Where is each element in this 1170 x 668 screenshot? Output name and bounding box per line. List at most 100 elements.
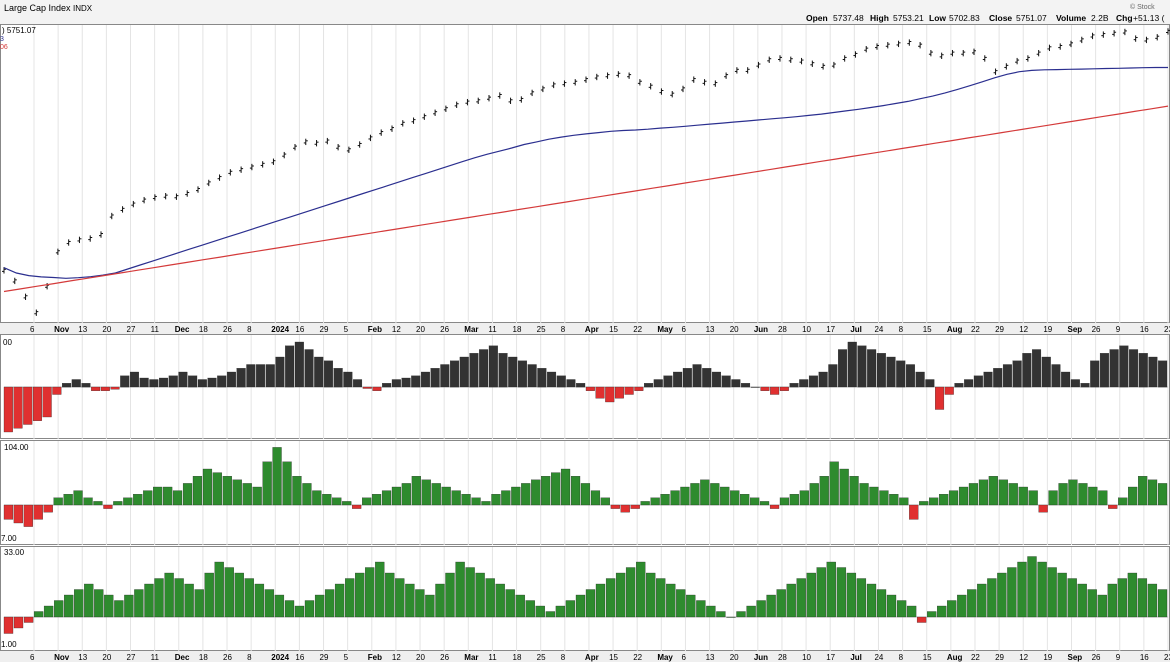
x-axis-month-label: Sep xyxy=(1067,653,1082,662)
close-label: Close xyxy=(989,13,1012,23)
x-axis-day-label: 29 xyxy=(320,325,329,334)
histogram-4-bar xyxy=(425,594,435,618)
histogram-4-bar xyxy=(967,589,977,618)
x-axis-day-label: 20 xyxy=(416,653,425,662)
histogram-2-bar xyxy=(566,379,576,388)
histogram-2-bar xyxy=(1041,356,1051,388)
x-axis-day-label: 9 xyxy=(1116,325,1121,334)
panel-3-bottom-label: 7.00 xyxy=(1,534,17,543)
histogram-3-bar xyxy=(123,497,133,506)
histogram-2-bar xyxy=(91,386,101,391)
histogram-3-bar xyxy=(660,494,670,506)
histogram-3-bar xyxy=(690,483,700,506)
histogram-3-bar xyxy=(471,497,481,506)
histogram-2-bar xyxy=(711,371,721,388)
x-axis-day-label: 22 xyxy=(633,325,642,334)
x-axis-day-label: 12 xyxy=(1019,325,1028,334)
histogram-4-bar xyxy=(1157,589,1168,618)
histogram-3-bar xyxy=(610,504,620,509)
histogram-4-bar xyxy=(274,594,285,618)
histogram-4-bar xyxy=(615,572,626,618)
histogram-2-bar xyxy=(168,375,178,388)
histogram-4-bar xyxy=(314,594,325,618)
histogram-4-bar xyxy=(836,567,847,618)
histogram-2-bar xyxy=(876,353,886,388)
x-axis-day-label: 29 xyxy=(995,653,1004,662)
close-value: 5751.07 xyxy=(1016,13,1047,23)
histogram-2-bar xyxy=(935,386,945,410)
histogram-panel-4 xyxy=(3,556,1168,634)
histogram-2-bar xyxy=(333,368,343,388)
panel-frames xyxy=(0,24,1170,651)
histogram-2-bar xyxy=(517,360,527,388)
histogram-2-bar xyxy=(149,379,159,388)
change-value: +51.13 ( xyxy=(1133,13,1165,23)
x-axis-bottom: 6 Nov 13 20 27 11 Dec 18 26 8 2024 16 29 5 Feb 12 20 26 Ma… xyxy=(0,651,1170,662)
histogram-2-bar xyxy=(382,383,392,388)
histogram-4-bar xyxy=(415,589,425,618)
histogram-3-bar xyxy=(153,486,163,506)
histogram-4-bar xyxy=(916,616,927,623)
histogram-4-bar xyxy=(54,600,64,618)
histogram-4-bar xyxy=(856,578,867,618)
histogram-3-bar xyxy=(551,472,561,506)
x-axis-day-label: 17 xyxy=(826,653,835,662)
histogram-3-bar xyxy=(710,483,720,506)
histogram-4-bar xyxy=(816,567,826,618)
histogram-2-bar xyxy=(362,386,372,389)
histogram-3-bar xyxy=(889,494,899,506)
x-axis-day-label: 28 xyxy=(778,325,787,334)
histogram-4-bar xyxy=(134,589,144,618)
histogram-2-bar xyxy=(983,371,993,388)
histogram-3-bar xyxy=(113,501,123,506)
histogram-2-bar xyxy=(323,360,333,388)
x-axis-day-label: 16 xyxy=(295,325,304,334)
histogram-4-bar xyxy=(796,578,806,618)
x-axis-day-label: 20 xyxy=(730,653,739,662)
histogram-2-bar xyxy=(614,386,624,399)
histogram-4-bar xyxy=(997,572,1007,618)
histogram-4-bar xyxy=(3,616,14,634)
histogram-3-bar xyxy=(1018,486,1028,506)
histogram-2-bar xyxy=(508,356,518,388)
histogram-4-bar xyxy=(43,605,54,618)
x-axis-day-label: 18 xyxy=(513,653,522,662)
x-axis-month-label: 2024 xyxy=(271,325,289,334)
histogram-4-bar xyxy=(194,589,204,618)
histogram-3-bar xyxy=(630,504,640,509)
histogram-2-bar xyxy=(595,386,605,399)
histogram-4-bar xyxy=(656,578,666,618)
histogram-2-bar xyxy=(265,364,275,388)
histogram-3-bar xyxy=(1028,490,1038,506)
x-axis-day-label: 12 xyxy=(1019,653,1028,662)
histogram-4-bar xyxy=(64,594,74,618)
histogram-3-bar xyxy=(73,490,83,506)
histogram-4-bar xyxy=(1127,572,1138,618)
histogram-panel-2 xyxy=(3,341,1168,433)
x-axis-day-label: 8 xyxy=(561,325,566,334)
open-label: Open xyxy=(806,13,828,23)
histogram-4-bar xyxy=(485,578,495,618)
histogram-4-bar xyxy=(214,561,224,618)
histogram-2-bar xyxy=(973,375,983,388)
histogram-3-bar xyxy=(421,479,431,506)
histogram-2-bar xyxy=(1138,353,1148,388)
histogram-3-bar xyxy=(262,461,272,506)
histogram-4-bar xyxy=(94,589,104,618)
histogram-2-bar xyxy=(391,379,401,388)
histogram-4-bar xyxy=(13,616,24,629)
panel-4-bottom-label: 1.00 xyxy=(1,640,17,649)
histogram-3-bar xyxy=(312,490,322,506)
histogram-3-bar xyxy=(511,486,521,506)
histogram-2-bar xyxy=(100,386,110,391)
histogram-2-bar xyxy=(353,379,363,388)
histogram-2-bar xyxy=(537,368,547,388)
histogram-2-bar xyxy=(925,379,935,388)
histogram-2-bar xyxy=(469,353,479,388)
histogram-4-bar xyxy=(1007,567,1017,618)
histogram-4-bar xyxy=(445,572,455,618)
histogram-3-bar xyxy=(650,497,660,506)
histogram-4-bar xyxy=(706,605,716,618)
x-axis-day-label: 24 xyxy=(874,325,883,334)
